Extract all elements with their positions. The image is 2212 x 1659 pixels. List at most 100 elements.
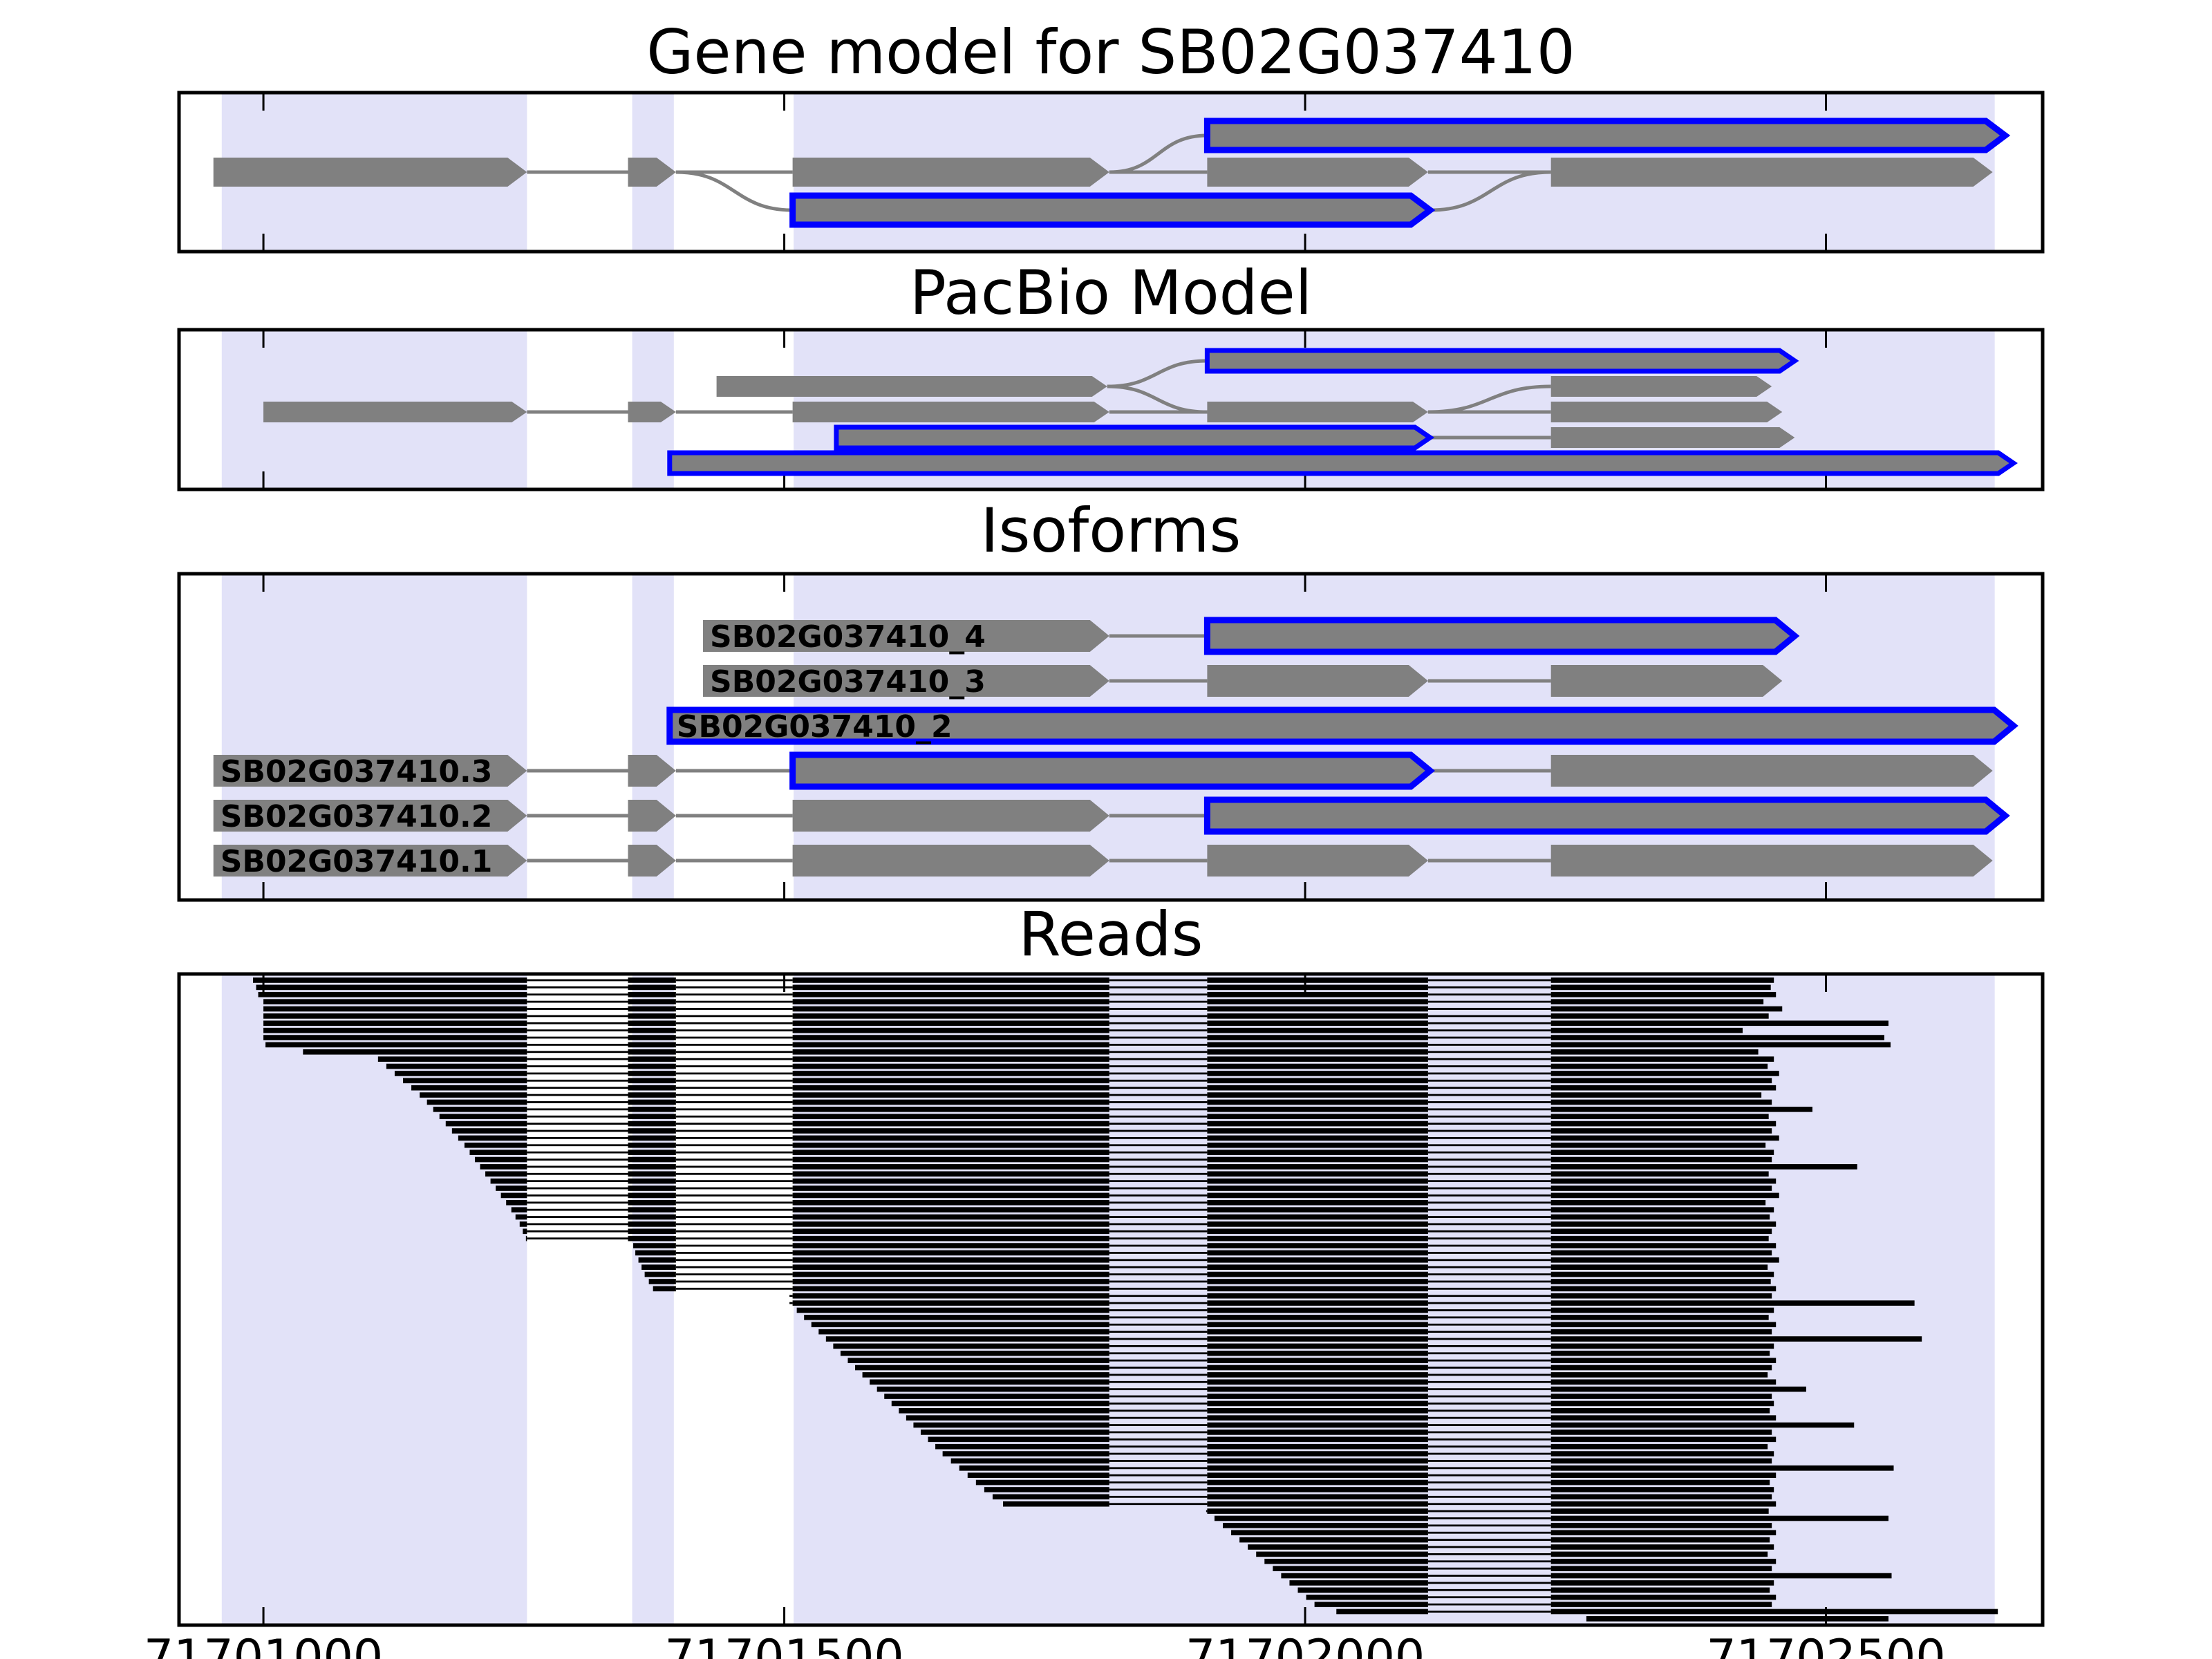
read-intron-segment — [1109, 1223, 1208, 1226]
read-intron-segment — [1109, 1359, 1208, 1362]
read-intron-segment — [1109, 1187, 1208, 1190]
read-intron-segment — [1109, 1474, 1208, 1477]
read-intron-segment — [675, 1123, 793, 1125]
panel-gene-model — [177, 91, 2045, 254]
read-intron-segment — [527, 1036, 628, 1039]
read-intron-segment — [1109, 1388, 1208, 1391]
isoform-label: SB02G037410_4 — [710, 619, 986, 655]
read-intron-segment — [1109, 1051, 1208, 1053]
read-intron-segment — [1109, 1287, 1208, 1290]
read-exon-segment — [818, 1329, 1109, 1335]
read — [256, 984, 1771, 991]
read-exon-segment — [1207, 1035, 1428, 1040]
isoform-label: SB02G037410.2 — [221, 799, 493, 834]
read-intron-segment — [1109, 1460, 1208, 1462]
read-intron-segment — [1109, 1344, 1208, 1347]
read — [506, 1199, 1766, 1206]
read-intron-segment — [1427, 1159, 1551, 1161]
read-intron-segment — [1109, 1065, 1208, 1067]
panel-border — [177, 572, 2045, 902]
read-exon-segment — [792, 1250, 1109, 1256]
read-exon-segment — [628, 1235, 676, 1241]
read-intron-segment — [1427, 1051, 1551, 1053]
read-exon-segment — [825, 1336, 1109, 1342]
read-intron-segment — [527, 1058, 628, 1060]
read-intron-segment — [1427, 1338, 1551, 1340]
read-exon-segment — [1207, 1042, 1428, 1048]
read-exon-segment — [1207, 1092, 1428, 1098]
read-exon-segment — [1550, 1135, 1779, 1141]
exon-block — [1550, 158, 1993, 187]
read-intron-segment — [1427, 1180, 1551, 1183]
read-exon-segment — [377, 1056, 527, 1062]
read-exon-segment — [1207, 1350, 1428, 1356]
read-exon-segment — [877, 1386, 1109, 1392]
read-exon-segment — [641, 1264, 676, 1270]
read-exon-segment — [1550, 1300, 1915, 1306]
exon-block — [716, 376, 1107, 397]
read-intron-segment — [675, 1187, 793, 1190]
read-intron-segment — [675, 1044, 793, 1046]
read-exon-segment — [1207, 1199, 1428, 1206]
read-intron-segment — [1109, 1087, 1208, 1089]
read-exon-segment — [1550, 1020, 1888, 1027]
read-exon-segment — [1550, 1580, 1774, 1586]
read-exon-segment — [1550, 1271, 1774, 1277]
read-intron-segment — [675, 1065, 793, 1067]
read-exon-segment — [792, 1092, 1109, 1098]
read-intron-segment — [1427, 1151, 1551, 1154]
read-exon-segment — [628, 984, 676, 991]
read-exon-segment — [1207, 1451, 1428, 1456]
read-intron-segment — [1109, 1123, 1208, 1125]
read — [653, 1286, 1777, 1292]
read-intron-segment — [1427, 1344, 1551, 1347]
read-exon-segment — [628, 1078, 676, 1084]
read-exon-segment — [1550, 1078, 1772, 1084]
read-exon-segment — [1550, 1537, 1770, 1543]
read-intron-segment — [1109, 1481, 1208, 1483]
read — [1231, 1530, 1777, 1536]
read-intron-segment — [675, 1208, 793, 1211]
read-exon-segment — [1550, 1551, 1768, 1557]
x-tick-label: 71701500 — [664, 1630, 904, 1659]
exon-block-highlighted — [1203, 617, 1800, 655]
read-exon-segment — [1207, 1400, 1428, 1407]
read-exon-segment — [628, 1214, 676, 1220]
read-exon-segment — [1207, 1171, 1428, 1177]
exon-block — [792, 845, 1109, 877]
read — [420, 1092, 1762, 1098]
read-exon-segment — [1207, 1150, 1428, 1155]
read — [984, 1487, 1774, 1492]
read-exon-segment — [523, 1228, 527, 1235]
read-intron-segment — [1109, 1036, 1208, 1039]
x-tick-label: 71702000 — [1185, 1630, 1425, 1659]
read-exon-segment — [950, 1458, 1109, 1464]
exon-block — [213, 755, 527, 787]
read-exon-segment — [870, 1379, 1109, 1385]
read-exon-segment — [1550, 1558, 1777, 1564]
read-intron-segment — [675, 1273, 793, 1275]
read-intron-segment — [1109, 1467, 1208, 1470]
read-exon-segment — [1550, 1257, 1779, 1263]
read — [935, 1443, 1768, 1450]
read — [847, 1358, 1777, 1363]
read-exon-segment — [1550, 1049, 1759, 1055]
read-exon-segment — [628, 1192, 676, 1199]
read-intron-segment — [1109, 1101, 1208, 1103]
read-intron-segment — [527, 1072, 628, 1075]
read — [511, 1207, 1774, 1212]
read-intron-segment — [1427, 1531, 1551, 1534]
read-exon-segment — [1207, 1135, 1428, 1141]
read-intron-segment — [527, 1094, 628, 1096]
read-exon-segment — [811, 1322, 1109, 1328]
read — [252, 977, 1774, 983]
read-intron-segment — [1427, 1567, 1551, 1570]
read-intron-segment — [1427, 1409, 1551, 1412]
x-tick-label: 71701000 — [144, 1630, 384, 1659]
read-intron-segment — [1427, 1503, 1551, 1506]
read-exon-segment — [942, 1451, 1109, 1456]
read-exon-segment — [1207, 1085, 1428, 1091]
read — [394, 1071, 1779, 1076]
read-exon-segment — [1550, 1386, 1806, 1392]
read-intron-segment — [1109, 1352, 1208, 1355]
